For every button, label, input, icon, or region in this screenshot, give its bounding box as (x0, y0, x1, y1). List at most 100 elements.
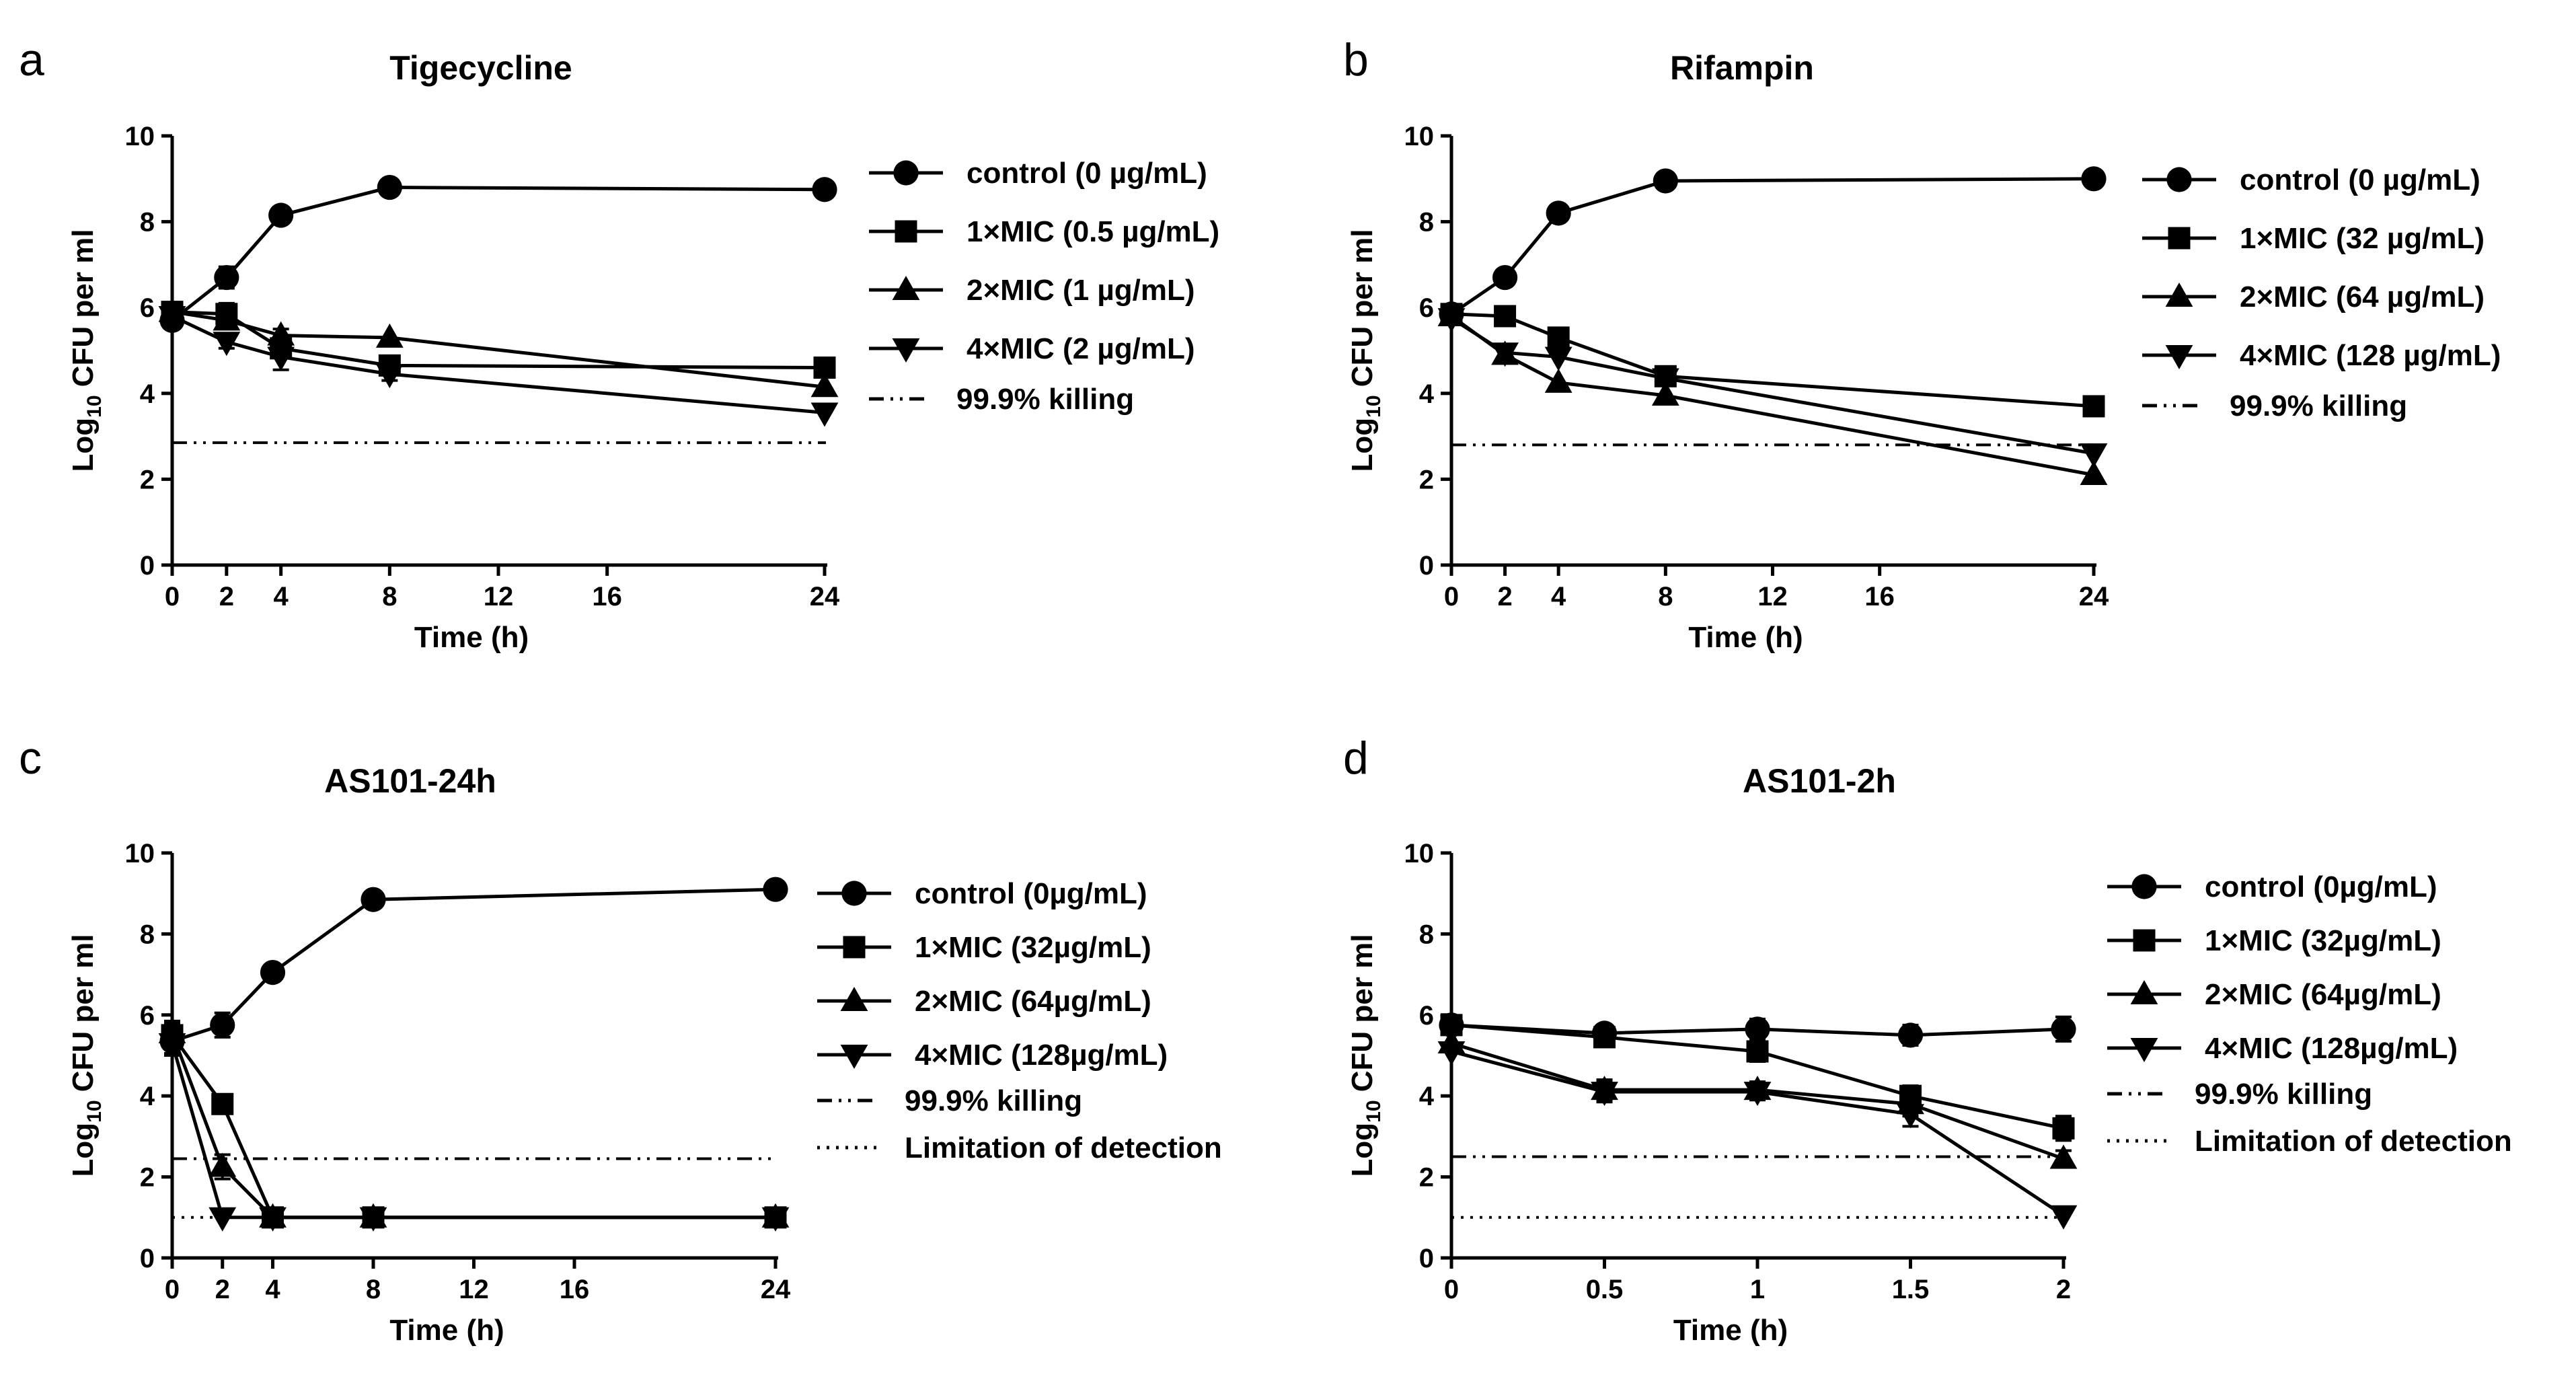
data-point (158, 1033, 186, 1057)
legend-label: 4×MIC (128µg/mL) (2205, 1032, 2458, 1065)
legend: control (0 µg/mL) 1×MIC (32 µg/mL) 2×MIC (… (2142, 163, 2501, 422)
y-tick-label: 6 (140, 1001, 155, 1031)
legend-label: 4×MIC (2 µg/mL) (967, 332, 1195, 365)
chart-title: Rifampin (1670, 49, 1814, 87)
y-tick-label: 8 (1419, 208, 1434, 237)
data-point (2049, 1144, 2078, 1169)
data-point (1653, 168, 1678, 194)
series-line (171, 186, 825, 322)
data-point (1591, 1082, 1618, 1107)
legend-ref-label: 99.9% killing (905, 1084, 1082, 1117)
y-tick-label: 0 (1419, 1244, 1434, 1273)
data-point (361, 887, 386, 912)
y-tick-label: 4 (140, 379, 155, 409)
legend-label: 4×MIC (128µg/mL) (915, 1039, 1168, 1072)
x-tick-label: 0 (1444, 1275, 1459, 1304)
data-point (375, 323, 404, 348)
y-axis-label-rest: CFU per ml (1346, 229, 1379, 396)
y-tick-label: 8 (140, 920, 155, 949)
y-tick-label: 0 (140, 551, 155, 581)
data-point (1491, 342, 1519, 367)
chart-title: AS101-24h (324, 762, 496, 800)
legend-label: control (0µg/mL) (915, 877, 1147, 910)
x-tick-label: 4 (1551, 582, 1566, 611)
data-point (268, 202, 294, 228)
x-tick-label: 0 (165, 1275, 180, 1304)
legend-ref-label: Limitation of detection (2195, 1125, 2512, 1158)
data-point (2082, 395, 2105, 418)
y-tick-label: 4 (1419, 379, 1435, 409)
x-axis-label: Time (h) (414, 621, 529, 654)
data-point (1437, 308, 1466, 333)
data-point (763, 877, 788, 902)
data-point (210, 1012, 235, 1038)
y-tick-label: 10 (1404, 122, 1435, 151)
x-tick-label: 4 (265, 1275, 280, 1304)
x-tick-label: 0.5 (1586, 1275, 1624, 1304)
x-tick-label: 12 (459, 1275, 489, 1304)
series-circle (159, 877, 788, 1055)
x-tick-label: 2 (1497, 582, 1512, 611)
legend-label: 2×MIC (64µg/mL) (2205, 978, 2441, 1011)
series-triangle-down (158, 305, 839, 427)
legend-marker-circle (841, 881, 867, 906)
y-tick-label: 0 (140, 1244, 155, 1273)
x-tick-label: 0 (1444, 582, 1459, 611)
legend-ref-label: 99.9% killing (956, 383, 1134, 416)
y-tick-label: 2 (140, 1163, 155, 1193)
data-point (1544, 346, 1573, 371)
y-axis-label: Log10 CFU per ml (1346, 934, 1385, 1177)
legend-marker-circle (2166, 167, 2192, 192)
legend-marker-circle (893, 160, 919, 186)
x-axis-label: Time (h) (389, 1314, 504, 1347)
y-axis-label-subscript: 10 (1363, 1100, 1385, 1122)
x-tick-label: 2 (215, 1275, 230, 1304)
y-axis-label-rest: CFU per ml (67, 934, 100, 1101)
data-point (1437, 1041, 1466, 1066)
data-point (1547, 326, 1570, 349)
data-point (1745, 1016, 1770, 1042)
data-point (377, 174, 402, 200)
legend-marker-triangle-up (892, 276, 920, 300)
panel-letter: d (1343, 733, 1369, 784)
legend-ref-label: 99.9% killing (2195, 1078, 2372, 1111)
legend-label: 2×MIC (64µg/mL) (915, 985, 1151, 1018)
x-tick-label: 24 (761, 1275, 791, 1304)
data-point (2052, 1117, 2075, 1140)
y-axis-label-rest: CFU per ml (67, 229, 100, 396)
legend-marker-triangle-up (840, 987, 868, 1011)
x-tick-label: 2 (219, 582, 234, 611)
y-axis-label: Log10 CFU per ml (1346, 229, 1385, 472)
series-triangle-down (158, 1029, 790, 1232)
data-point (214, 264, 239, 291)
legend-label: 1×MIC (32µg/mL) (2205, 924, 2441, 957)
data-point (359, 1207, 387, 1232)
data-point (213, 332, 241, 357)
y-tick-label: 2 (1419, 1163, 1434, 1193)
legend-marker-square (843, 936, 866, 959)
x-tick-label: 24 (2079, 582, 2109, 611)
legend-marker-square (895, 220, 917, 243)
series-line (1450, 177, 2094, 315)
legend: control (0 µg/mL) 1×MIC (0.5 µg/mL) 2×MIC … (869, 157, 1219, 416)
data-point (1492, 264, 1518, 291)
legend-marker-triangle-down (892, 338, 920, 363)
legend-marker-triangle-down (840, 1045, 868, 1069)
y-tick-label: 2 (140, 465, 155, 494)
y-axis-label-rest: CFU per ml (1346, 934, 1379, 1101)
legend-label: control (0µg/mL) (2205, 870, 2437, 903)
series-circle (1439, 166, 2107, 327)
legend-marker-square (2168, 227, 2191, 250)
series-square (161, 301, 836, 379)
y-tick-label: 0 (1419, 551, 1434, 581)
x-axis-label: Time (h) (1688, 621, 1803, 654)
x-tick-label: 0 (165, 582, 180, 611)
data-point (259, 1207, 287, 1232)
y-tick-label: 10 (125, 122, 155, 151)
legend-marker-circle (2131, 874, 2157, 899)
x-tick-label: 24 (810, 582, 840, 611)
y-tick-label: 4 (140, 1082, 155, 1111)
x-tick-label: 8 (1658, 582, 1673, 611)
